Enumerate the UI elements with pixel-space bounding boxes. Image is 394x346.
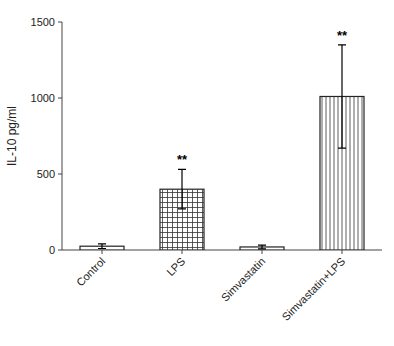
x-tick-label: LPS [164,255,187,278]
y-tick [58,250,62,251]
x-tick [262,250,263,254]
x-tick-label: Simvastatin+LPS [279,255,347,323]
y-tick-label: 0 [49,244,55,256]
chart-svg: 0 500 1000 1500 IL-10 pg/ml Control LPS Simvast… [0,0,394,346]
y-tick [58,174,62,175]
significance-label: ** [337,28,348,43]
x-tick [342,250,343,254]
y-tick-label: 500 [37,168,55,180]
annotations: ** ** [177,28,348,168]
error-bar [258,245,266,249]
y-axis-line [62,22,63,250]
error-bar [338,45,346,148]
x-tick [102,250,103,254]
x-tick-label: Simvastatin [219,255,268,304]
plot-area [80,45,364,250]
x-tick-label: Control [74,255,108,289]
y-tick [58,22,62,23]
y-tick-label: 1500 [31,16,55,28]
x-axis: Control LPS SimvastatinSimvastatin+LPS [62,250,382,323]
x-tick [182,250,183,254]
chart-container: 0 500 1000 1500 IL-10 pg/ml Control LPS Simvast… [0,0,394,346]
significance-label: ** [177,152,188,167]
error-bar [98,244,106,249]
y-tick-label: 1000 [31,92,55,104]
y-axis-label: IL-10 pg/ml [5,106,19,166]
y-axis: 0 500 1000 1500 [31,16,62,256]
y-tick [58,98,62,99]
error-bar [178,169,186,209]
